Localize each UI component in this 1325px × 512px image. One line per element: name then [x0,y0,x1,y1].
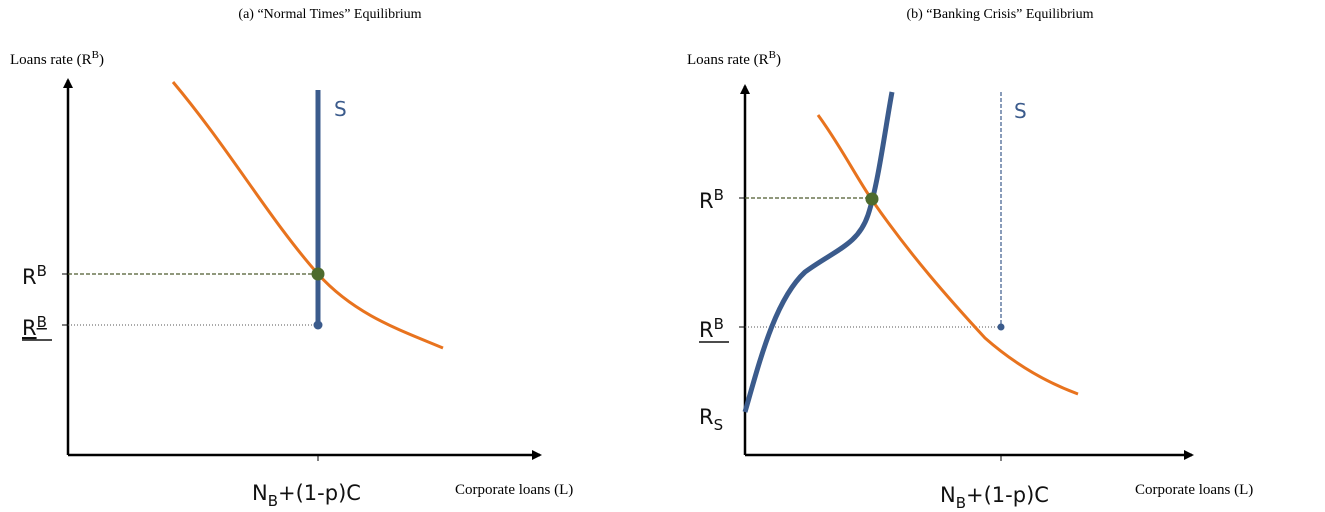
equilibrium [311,267,325,281]
quantity-label: NB+(1-p)C [252,481,361,510]
supply-curve [742,91,895,413]
supply-label: S [1014,99,1027,123]
min-point [997,323,1005,331]
panel-a: (a) “Normal Times” Equilibrium Loans rat… [10,7,573,510]
rate-label: RB [22,262,47,289]
x-label: Corporate loans (L) [455,482,573,498]
equilibrium [865,192,879,206]
min-point [313,320,323,330]
min-rate-label: RB [22,313,47,340]
caption: (b) “Banking Crisis” Equilibrium [906,7,1093,22]
rate-label: RB [699,186,724,213]
y-label: Loans rate (RB) [10,49,104,68]
y-label: Loans rate (RB) [687,49,781,68]
caption: (a) “Normal Times” Equilibrium [238,7,421,22]
demand-curve [816,114,1079,396]
supply-label: S [334,97,347,121]
x-label: Corporate loans (L) [1135,482,1253,498]
safe-rate-label: RS [699,405,723,434]
panel-b: (b) “Banking Crisis” Equilibrium Loans r… [687,7,1253,512]
min-rate-label: RB [699,315,724,342]
quantity-label: NB+(1-p)C [940,483,1049,512]
demand-curve [171,81,444,350]
